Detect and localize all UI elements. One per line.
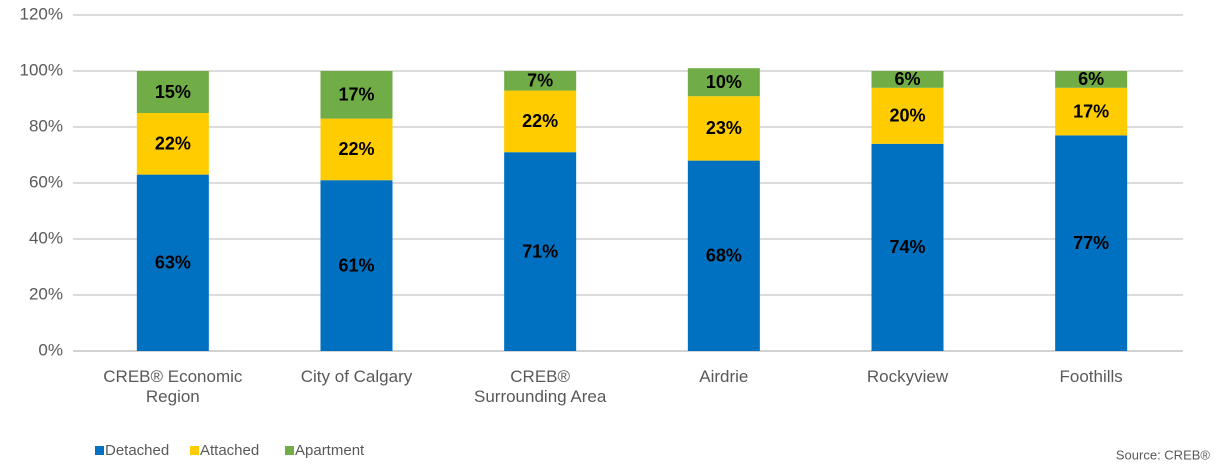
legend-label: Detached xyxy=(105,442,169,459)
data-label: 17% xyxy=(1073,101,1109,121)
data-label: 20% xyxy=(889,106,925,126)
bar-segment xyxy=(320,118,393,181)
data-label: 22% xyxy=(155,134,191,154)
bar-segment xyxy=(871,71,944,88)
bar-segment xyxy=(687,160,760,351)
x-tick-label: Foothills xyxy=(1059,367,1123,386)
bar-segment xyxy=(136,113,209,175)
data-label: 63% xyxy=(155,253,191,273)
bar-segment xyxy=(1055,135,1128,351)
bar-segment xyxy=(871,143,944,351)
legend-swatch xyxy=(95,446,104,455)
data-label: 77% xyxy=(1073,233,1109,253)
x-tick-label: Rockyview xyxy=(866,367,949,386)
data-label: 6% xyxy=(1078,69,1104,89)
data-label: 6% xyxy=(894,69,920,89)
data-label: 7% xyxy=(527,71,553,91)
legend-swatch xyxy=(190,446,199,455)
bar-segment xyxy=(1055,87,1128,136)
legend-label: Apartment xyxy=(295,442,365,459)
x-tick-label: CREB® Surrounding Area xyxy=(473,367,607,406)
data-label: 68% xyxy=(706,246,742,266)
bar-segment xyxy=(320,71,393,119)
y-tick-label: 40% xyxy=(29,228,63,247)
data-label: 10% xyxy=(706,72,742,92)
y-tick-label: 20% xyxy=(29,284,63,303)
data-label: 23% xyxy=(706,118,742,138)
y-tick-label: 120% xyxy=(20,4,63,23)
y-tick-label: 60% xyxy=(29,172,63,191)
bar-segment xyxy=(320,180,393,351)
bar-segment xyxy=(136,71,209,113)
x-tick-label: Airdrie xyxy=(699,367,749,386)
data-label: 22% xyxy=(522,111,558,131)
y-tick-label: 100% xyxy=(20,60,63,79)
bar-segment xyxy=(504,152,577,351)
y-tick-label: 0% xyxy=(38,340,63,359)
x-tick-label: City of Calgary xyxy=(300,367,413,386)
bar-segment xyxy=(1055,71,1128,88)
data-label: 17% xyxy=(338,85,374,105)
bar-segment xyxy=(687,68,760,97)
legend-swatch xyxy=(285,446,294,455)
legend-label: Attached xyxy=(200,442,259,459)
y-tick-label: 80% xyxy=(29,116,63,135)
data-label: 15% xyxy=(155,82,191,102)
x-tick-label: CREB® Economic Region xyxy=(103,367,243,406)
bar-segment xyxy=(687,96,760,161)
data-label: 74% xyxy=(889,237,925,257)
bar-segment xyxy=(136,174,209,351)
bar-segment xyxy=(504,71,577,91)
source-note: Source: CREB® xyxy=(1116,447,1211,462)
data-label: 71% xyxy=(522,241,558,261)
data-label: 22% xyxy=(338,139,374,159)
bar-segment xyxy=(871,87,944,144)
data-label: 61% xyxy=(338,255,374,275)
bar-segment xyxy=(504,90,577,153)
